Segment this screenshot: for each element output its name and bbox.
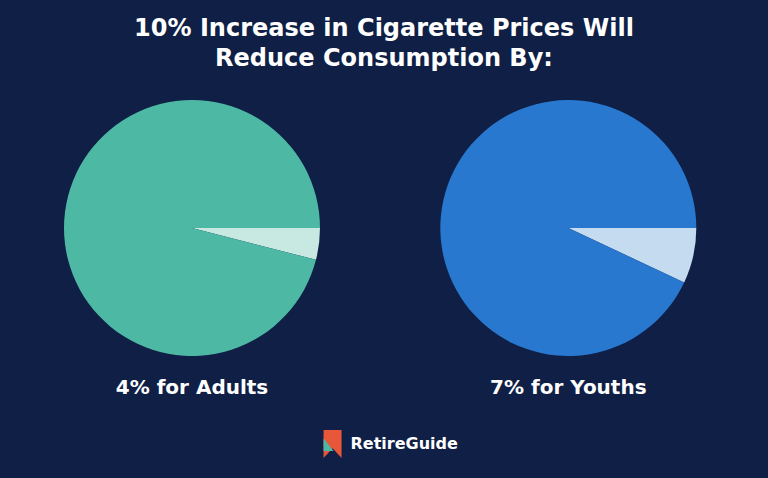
logo-icon (324, 430, 342, 458)
title-line: 10% Increase in Cigarette Prices Will (134, 14, 634, 42)
watermark: RetireGuide (324, 430, 459, 458)
pie-slice (440, 100, 696, 356)
chart: 10% Increase in Cigarette Prices WillRed… (0, 0, 768, 478)
pie-label: 4% for Adults (116, 375, 269, 399)
pie (440, 100, 696, 356)
title-line: Reduce Consumption By: (215, 44, 553, 72)
logo-icon (324, 438, 334, 451)
pie-slice (64, 100, 320, 356)
title: 10% Increase in Cigarette Prices WillRed… (134, 14, 634, 72)
pie (64, 100, 320, 356)
pie-label: 7% for Youths (490, 375, 647, 399)
background (0, 0, 768, 478)
watermark-text: RetireGuide (351, 434, 459, 453)
